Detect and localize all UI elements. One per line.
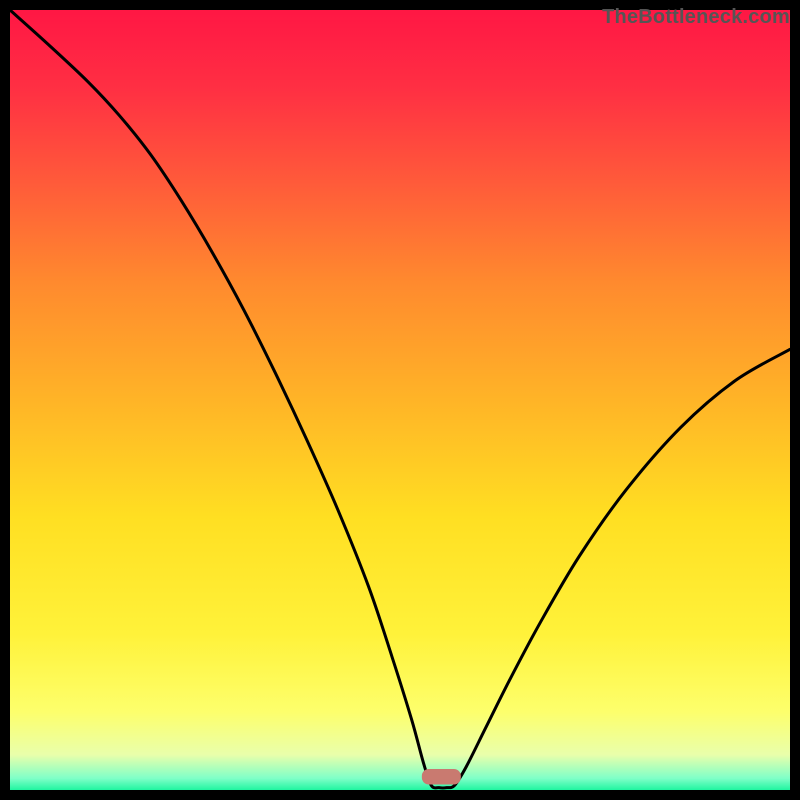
bottleneck-chart: TheBottleneck.com [0,0,800,800]
optimal-marker [422,769,461,785]
watermark-text: TheBottleneck.com [602,6,790,29]
chart-svg [0,0,800,800]
chart-background [10,10,790,790]
